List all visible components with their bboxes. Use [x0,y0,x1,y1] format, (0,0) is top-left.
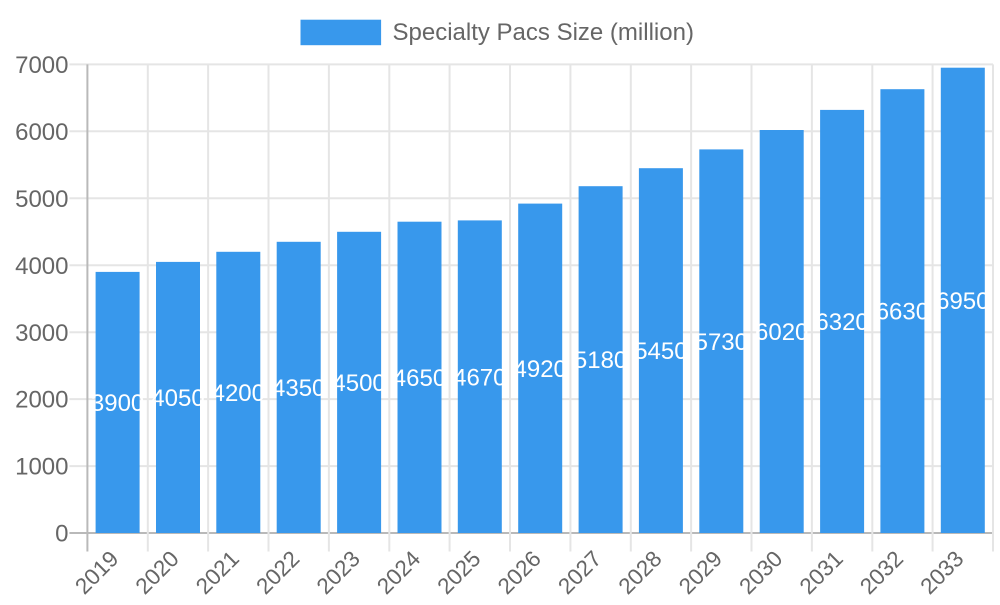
svg-text:4000: 4000 [15,253,68,280]
svg-text:7000: 7000 [15,52,68,79]
svg-text:4920: 4920 [514,356,567,383]
svg-text:3000: 3000 [15,320,68,347]
svg-text:1000: 1000 [15,454,68,481]
svg-text:6320: 6320 [815,309,868,336]
svg-text:4350: 4350 [272,375,325,402]
svg-text:6000: 6000 [15,119,68,146]
svg-text:6950: 6950 [936,288,989,315]
svg-text:5450: 5450 [634,338,687,365]
svg-text:6630: 6630 [876,299,929,326]
svg-text:4200: 4200 [212,380,265,407]
svg-text:2000: 2000 [15,387,68,414]
svg-text:5000: 5000 [15,186,68,213]
svg-text:5180: 5180 [574,347,627,374]
svg-text:3900: 3900 [91,390,144,417]
svg-text:Specialty Pacs Size (million): Specialty Pacs Size (million) [393,19,694,46]
svg-text:0: 0 [55,521,68,548]
svg-text:4650: 4650 [393,365,446,392]
svg-text:4050: 4050 [151,385,204,412]
svg-text:4500: 4500 [332,370,385,397]
svg-text:5730: 5730 [695,329,748,356]
svg-text:6020: 6020 [755,319,808,346]
svg-text:4670: 4670 [453,364,506,391]
